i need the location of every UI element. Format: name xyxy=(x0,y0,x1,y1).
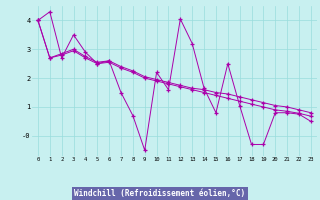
Text: Windchill (Refroidissement éolien,°C): Windchill (Refroidissement éolien,°C) xyxy=(75,189,245,198)
